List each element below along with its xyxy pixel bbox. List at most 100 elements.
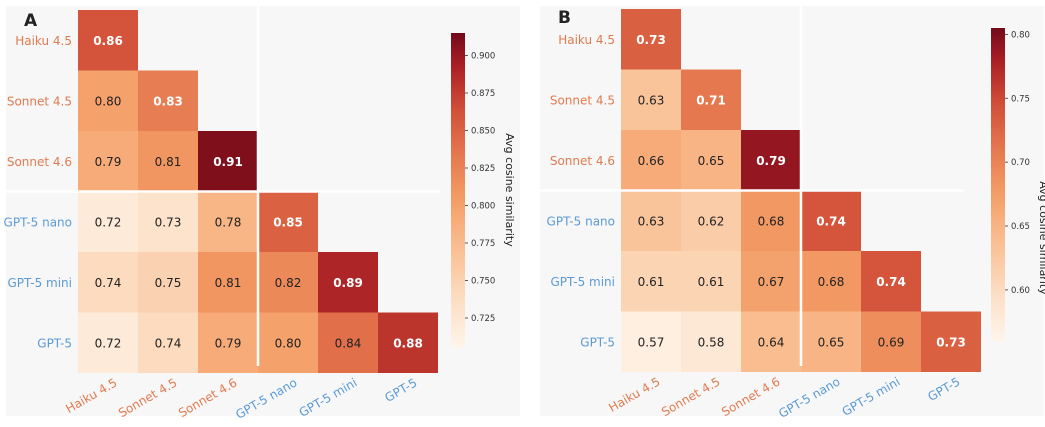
colorbar-tick-label: 0.70 bbox=[1011, 158, 1030, 168]
heatmap-cell bbox=[681, 311, 741, 372]
panel-label: A bbox=[24, 11, 38, 31]
y-tick-label: Sonnet 4.6 bbox=[7, 155, 72, 169]
heatmap-a: A 0.86 0.80 0.83 0.79 0.81 0.91 0.72 0.73 0.78 0.8… bbox=[4, 6, 520, 422]
heatmap-cell bbox=[78, 191, 138, 252]
heatmap-cell bbox=[378, 312, 438, 373]
cell-value-label: 0.80 bbox=[95, 94, 122, 108]
y-tick-label: Sonnet 4.6 bbox=[550, 154, 615, 168]
cell-value-label: 0.85 bbox=[273, 215, 303, 229]
colorbar-tick-label: 0.875 bbox=[471, 89, 495, 99]
colorbar bbox=[451, 33, 465, 348]
y-tick-label: Haiku 4.5 bbox=[15, 34, 72, 48]
heatmap-cell bbox=[78, 131, 138, 192]
cell-value-label: 0.74 bbox=[95, 276, 122, 290]
heatmap-cell bbox=[138, 252, 198, 313]
cell-value-label: 0.73 bbox=[936, 335, 966, 349]
colorbar-tick-label: 0.725 bbox=[471, 314, 495, 324]
cell-value-label: 0.73 bbox=[155, 215, 182, 229]
y-tick-label: Haiku 4.5 bbox=[558, 33, 615, 47]
heatmap-cell bbox=[78, 70, 138, 131]
cell-value-label: 0.63 bbox=[638, 93, 665, 107]
cell-value-label: 0.71 bbox=[696, 93, 726, 107]
heatmap-cell bbox=[741, 130, 801, 191]
colorbar-tick-label: 0.60 bbox=[1011, 286, 1030, 296]
heatmap-cell bbox=[621, 311, 681, 372]
heatmap-cell bbox=[318, 252, 378, 313]
cell-value-label: 0.78 bbox=[215, 215, 242, 229]
cell-value-label: 0.79 bbox=[215, 336, 242, 350]
cell-value-label: 0.80 bbox=[275, 336, 302, 350]
cell-value-label: 0.63 bbox=[638, 214, 665, 228]
heatmap-cell bbox=[138, 131, 198, 192]
y-tick-label: GPT-5 mini bbox=[7, 276, 72, 290]
cell-value-label: 0.82 bbox=[275, 276, 302, 290]
heatmap-cell bbox=[258, 252, 318, 313]
colorbar-tick-label: 0.900 bbox=[471, 52, 495, 62]
cell-value-label: 0.91 bbox=[213, 155, 243, 169]
cell-value-label: 0.69 bbox=[878, 335, 905, 349]
cell-value-label: 0.62 bbox=[698, 214, 725, 228]
panel-a: A 0.86 0.80 0.83 0.79 0.81 0.91 0.72 0.73 0.78 0.8… bbox=[0, 0, 522, 423]
heatmap-cell bbox=[78, 312, 138, 373]
heatmap-cell bbox=[198, 252, 258, 313]
heatmap-cell bbox=[681, 190, 741, 251]
colorbar-tick-label: 0.825 bbox=[471, 164, 495, 174]
cell-value-label: 0.57 bbox=[638, 335, 665, 349]
cell-value-label: 0.74 bbox=[155, 336, 182, 350]
heatmap-cell bbox=[138, 191, 198, 252]
cell-value-label: 0.68 bbox=[758, 214, 785, 228]
cell-value-label: 0.79 bbox=[95, 155, 122, 169]
heatmap-cell bbox=[621, 130, 681, 191]
heatmap-cell bbox=[318, 312, 378, 373]
cell-value-label: 0.88 bbox=[393, 336, 423, 350]
heatmap-cell bbox=[138, 70, 198, 131]
cell-value-label: 0.84 bbox=[335, 336, 362, 350]
y-tick-label: GPT-5 bbox=[37, 336, 72, 350]
y-tick-label: GPT-5 nano bbox=[547, 214, 615, 228]
colorbar-tick-label: 0.750 bbox=[471, 277, 495, 287]
heatmap-cell bbox=[921, 311, 981, 372]
cell-value-label: 0.81 bbox=[215, 276, 242, 290]
heatmap-cell bbox=[621, 69, 681, 130]
cell-value-label: 0.65 bbox=[698, 154, 725, 168]
panel-label: B bbox=[558, 8, 571, 28]
heatmap-b: B 0.73 0.63 0.71 0.66 0.65 0.79 0.63 0.62 0.68 0.7… bbox=[540, 6, 1045, 421]
heatmap-cell bbox=[621, 9, 681, 70]
heatmap-cell bbox=[78, 10, 138, 71]
y-tick-label: Sonnet 4.5 bbox=[7, 94, 72, 108]
y-tick-label: Sonnet 4.5 bbox=[550, 93, 615, 107]
colorbar-tick-label: 0.850 bbox=[471, 127, 495, 137]
heatmap-cell bbox=[681, 251, 741, 312]
heatmap-cell bbox=[258, 191, 318, 252]
y-tick-label: GPT-5 mini bbox=[550, 275, 615, 289]
cell-value-label: 0.73 bbox=[636, 33, 666, 47]
colorbar-tick-label: 0.75 bbox=[1011, 94, 1030, 104]
heatmap-cell bbox=[258, 312, 318, 373]
colorbar-tick-label: 0.65 bbox=[1011, 222, 1030, 232]
cell-value-label: 0.89 bbox=[333, 276, 363, 290]
cell-value-label: 0.68 bbox=[818, 275, 845, 289]
y-tick-label: GPT-5 bbox=[580, 335, 615, 349]
cell-value-label: 0.58 bbox=[698, 335, 725, 349]
heatmap-cell bbox=[198, 131, 258, 192]
cell-value-label: 0.72 bbox=[95, 336, 122, 350]
colorbar-tick-label: 0.800 bbox=[471, 202, 495, 212]
heatmap-cell bbox=[621, 251, 681, 312]
cell-value-label: 0.67 bbox=[758, 275, 785, 289]
cell-value-label: 0.61 bbox=[698, 275, 725, 289]
cell-value-label: 0.72 bbox=[95, 215, 122, 229]
heatmap-cell bbox=[741, 311, 801, 372]
cell-value-label: 0.83 bbox=[153, 94, 183, 108]
heatmap-cell bbox=[861, 251, 921, 312]
y-tick-label: GPT-5 nano bbox=[4, 215, 72, 229]
colorbar-label: Avg cosine similarity bbox=[503, 133, 516, 247]
colorbar-tick-label: 0.775 bbox=[471, 239, 495, 249]
cell-value-label: 0.61 bbox=[638, 275, 665, 289]
heatmap-cell bbox=[801, 251, 861, 312]
heatmap-cell bbox=[801, 190, 861, 251]
cell-value-label: 0.65 bbox=[818, 335, 845, 349]
cell-value-label: 0.81 bbox=[155, 155, 182, 169]
cell-value-label: 0.79 bbox=[756, 154, 786, 168]
cell-value-label: 0.74 bbox=[876, 275, 906, 289]
heatmap-cell bbox=[741, 190, 801, 251]
